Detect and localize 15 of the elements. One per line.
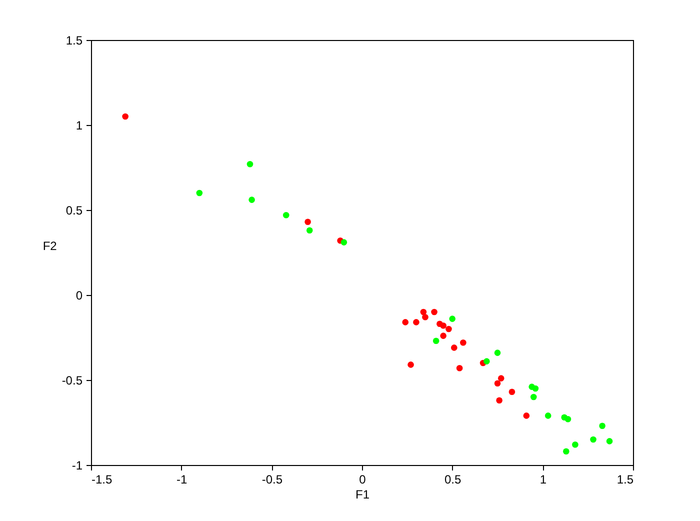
x-tick-label: -1 xyxy=(176,472,188,486)
y-tick-label: -0.5 xyxy=(62,374,83,388)
y-tick-label: -1 xyxy=(72,458,83,472)
x-axis-title: F1 xyxy=(355,488,370,502)
x-tick-label: -1.5 xyxy=(92,472,113,486)
x-tick-label: 0 xyxy=(359,472,366,486)
x-tick-label: 0.5 xyxy=(444,472,462,486)
x-tick-label: 1 xyxy=(540,472,547,486)
y-axis-title: F2 xyxy=(42,239,58,253)
y-tick-label: 1 xyxy=(76,118,83,132)
x-tick-label: -0.5 xyxy=(262,472,283,486)
y-tick-label: 0.5 xyxy=(66,204,83,218)
y-tick-label: 0 xyxy=(76,288,83,302)
y-tick-label: 1.5 xyxy=(66,34,83,48)
x-tick-label: 1.5 xyxy=(616,472,634,486)
